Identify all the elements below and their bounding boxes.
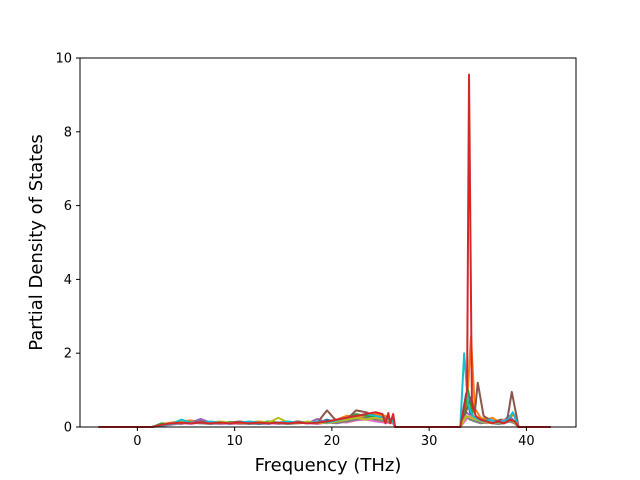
y-tick-label: 8: [64, 125, 72, 140]
y-tick-label: 0: [64, 421, 72, 436]
x-tick-label: 0: [133, 434, 141, 449]
y-axis-label: Partial Density of States: [26, 134, 47, 351]
plot-frame: [79, 57, 577, 428]
y-tick-label: 2: [64, 347, 72, 362]
y-axis-ticks: 0 2 4 6 8 10: [55, 52, 80, 436]
y-tick-label: 4: [64, 273, 72, 288]
x-tick-label: 30: [421, 434, 438, 449]
x-tick-label: 40: [518, 434, 535, 449]
series-line-10: [98, 73, 551, 428]
x-axis-label: Frequency (THz): [255, 455, 402, 476]
x-tick-label: 10: [226, 434, 243, 449]
x-axis-ticks: 0 10 20 30 40: [133, 427, 535, 449]
x-tick-label: 20: [324, 434, 341, 449]
series-layer: [98, 73, 551, 428]
y-tick-label: 10: [55, 52, 72, 67]
y-tick-label: 6: [64, 199, 72, 214]
